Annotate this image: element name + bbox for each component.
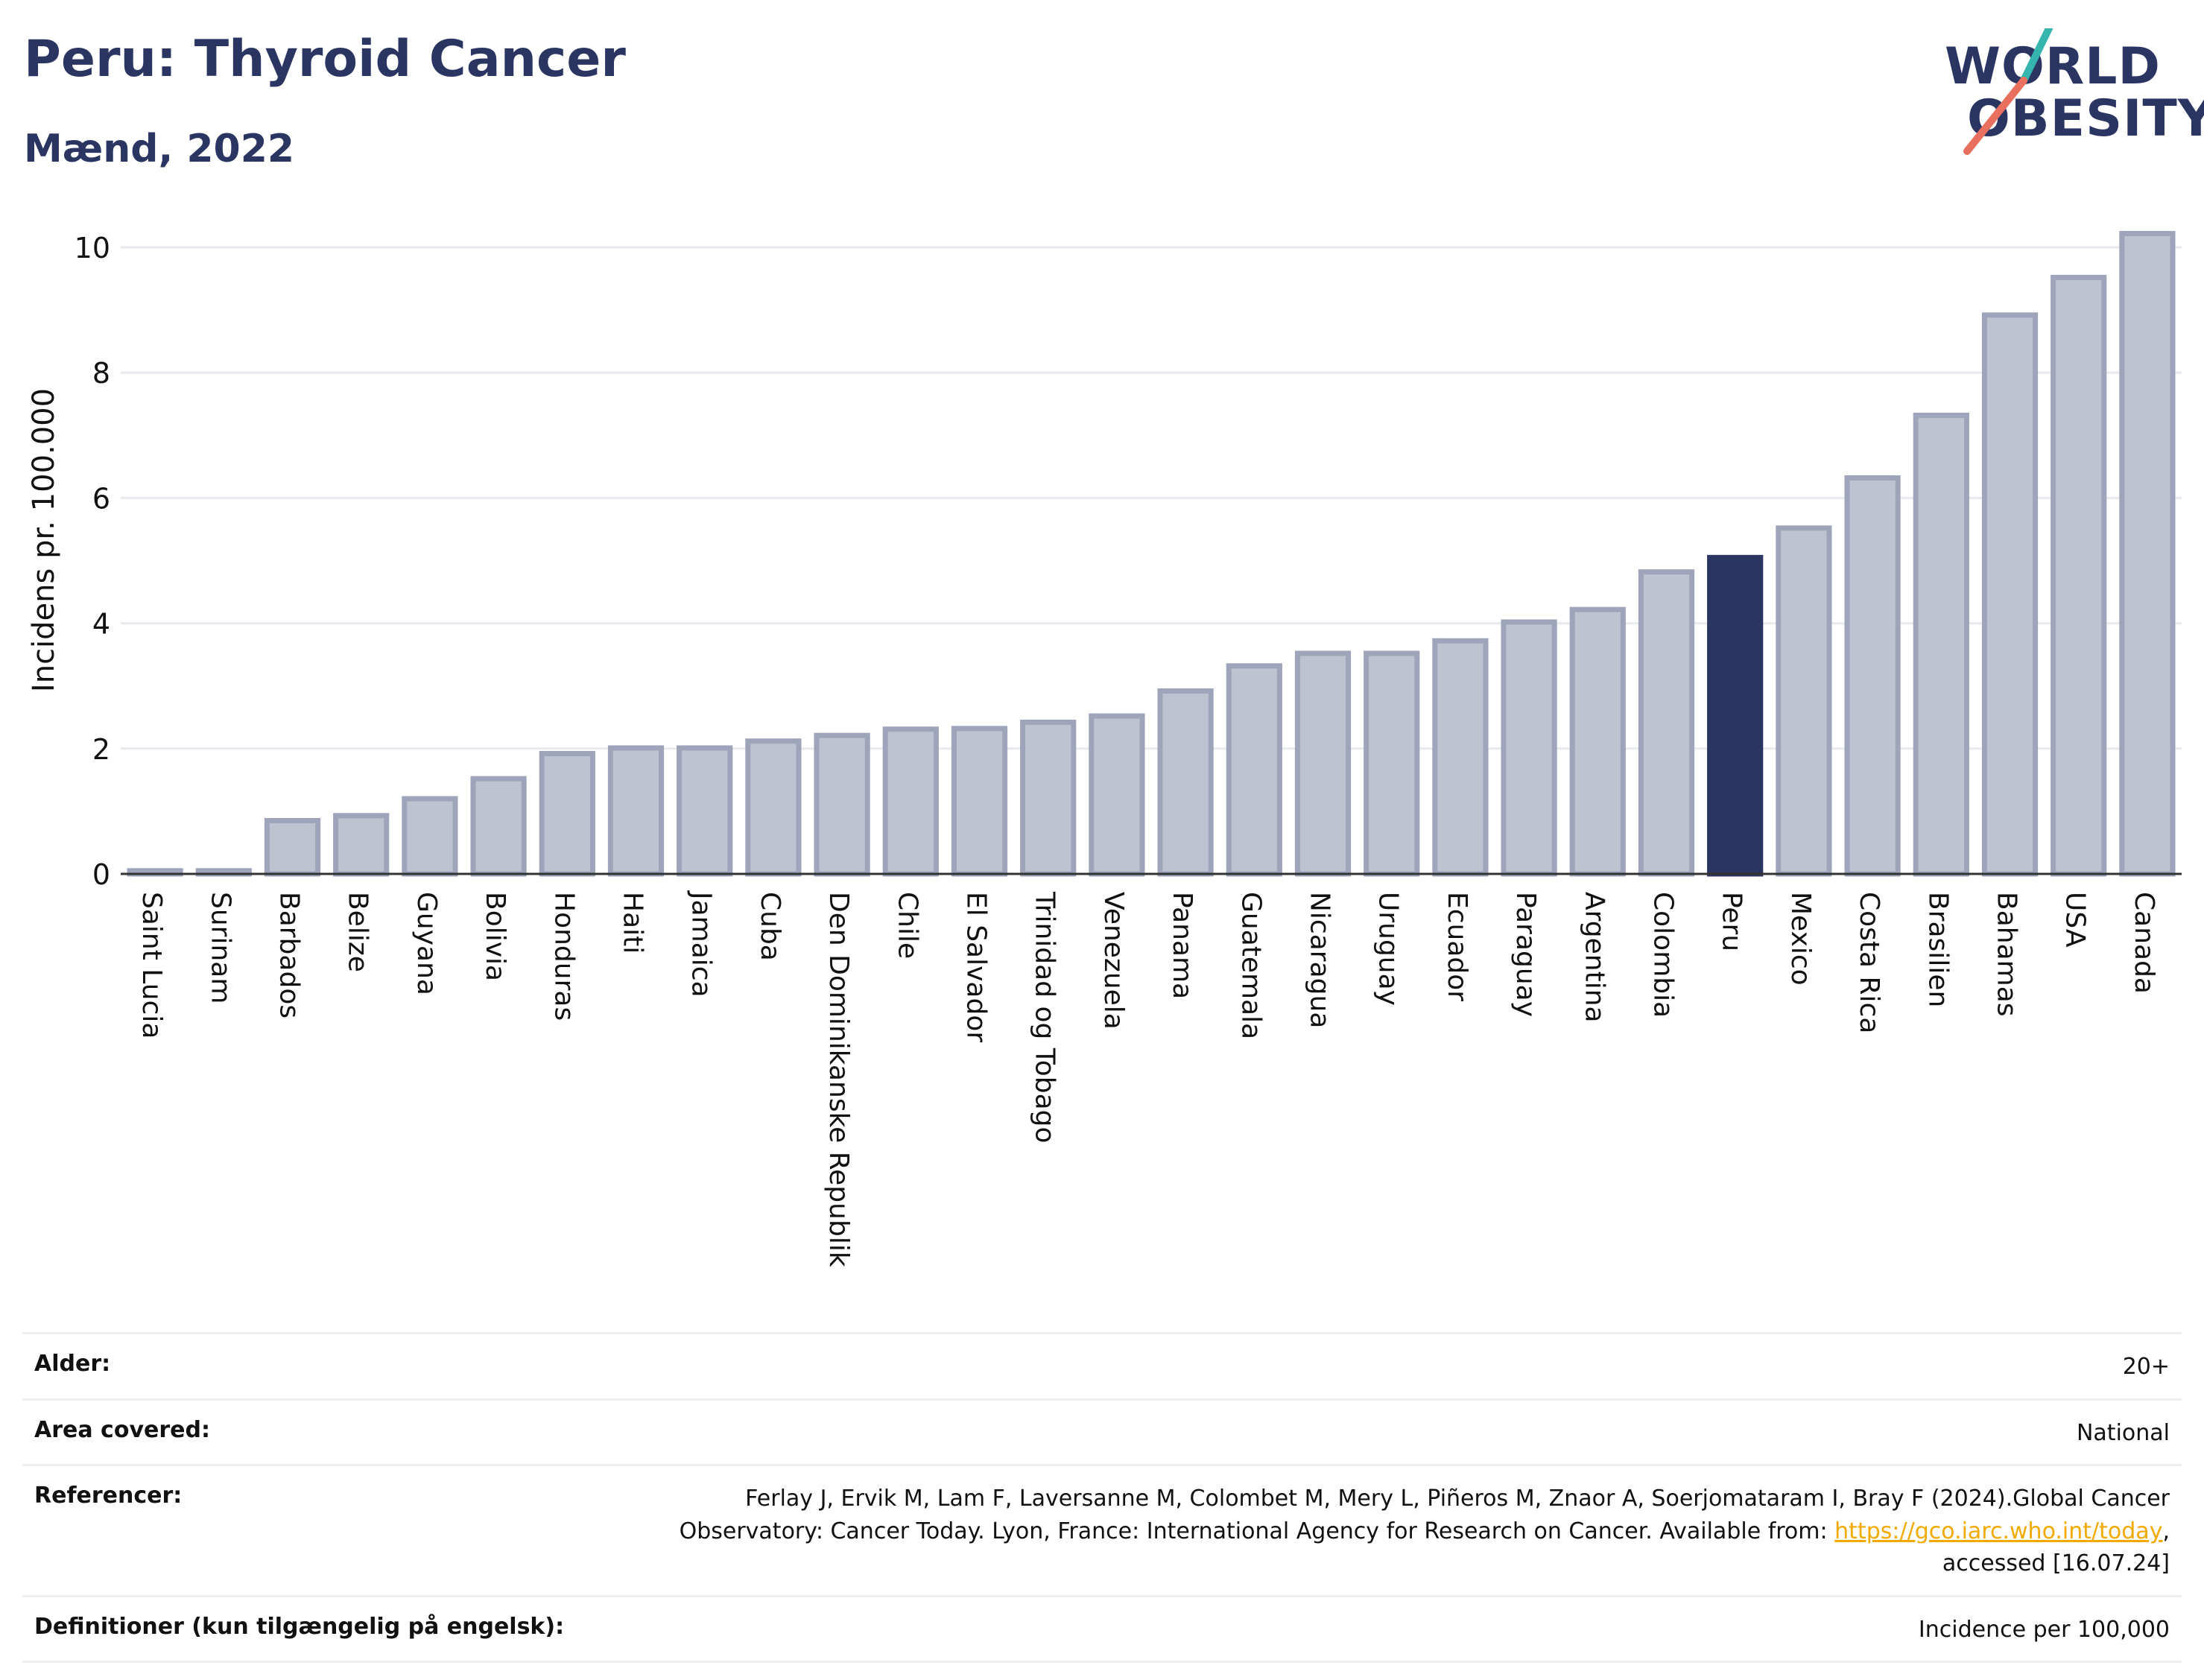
reference-line-2: Observatory: Cancer Today. Lyon, France:…: [679, 1518, 1835, 1544]
x-tick-label: USA: [2060, 892, 2091, 948]
reference-line-2-end: ,: [2162, 1518, 2170, 1544]
bar-trinidad-og-tobago: [1020, 719, 1077, 877]
meta-value-references: Ferlay J, Ervik M, Lam F, Laversanne M, …: [680, 1483, 2170, 1580]
y-tick-label: 0: [92, 858, 110, 891]
y-axis-label: Incidens pr. 100.000: [27, 388, 61, 692]
x-tick-label: Chile: [892, 892, 922, 959]
x-tick-label: Jamaica: [686, 890, 717, 998]
bar-usa: [2051, 274, 2107, 877]
meta-label-definitions: Definitioner (kun tilgængelig på engelsk…: [34, 1613, 565, 1640]
x-tick-label: Peru: [1717, 892, 1747, 951]
bar-venezuela: [1089, 713, 1145, 877]
x-tick-label: Argentina: [1579, 892, 1609, 1023]
reference-line-1: Ferlay J, Ervik M, Lam F, Laversanne M, …: [745, 1486, 2170, 1512]
reference-link[interactable]: https://gco.iarc.who.int/today: [1834, 1518, 2163, 1544]
bar-haiti: [607, 745, 665, 877]
y-tick-label: 8: [92, 357, 110, 390]
x-tick-label: Ecuador: [1442, 892, 1472, 1001]
meta-label-area: Area covered:: [34, 1416, 210, 1443]
bar-chart: Saint Lucia Surinam Barbados Belize Guyana Bo…: [27, 231, 2182, 1267]
bars: [121, 231, 2182, 877]
bar-den-dominikanske-republik: [814, 732, 870, 877]
x-tick-label: Saint Lucia: [136, 892, 167, 1039]
x-tick-label: Surinam: [205, 892, 235, 1004]
x-tick-label: Guatemala: [1235, 892, 1266, 1039]
meta-row-age: Alder: 20+: [22, 1332, 2182, 1398]
logo-slash-icon: [1963, 28, 2053, 155]
bar-costa-rica: [1844, 475, 1901, 877]
x-tick-label: Haiti: [618, 892, 648, 954]
x-tick-label: Belize: [343, 892, 373, 972]
x-tick-label: Bolivia: [480, 892, 510, 981]
bar-bolivia: [470, 776, 527, 877]
bar-paraguay: [1501, 619, 1557, 877]
y-tick-label: 4: [92, 608, 110, 641]
meta-value-definitions: Incidence per 100,000: [1918, 1616, 2170, 1643]
logo-word-1: WORLD: [1945, 37, 2161, 96]
bar-ecuador: [1432, 638, 1489, 877]
bar-colombia: [1638, 569, 1695, 877]
x-tick-label: Nicaragua: [1305, 892, 1335, 1028]
x-tick-label: Bahamas: [1992, 892, 2022, 1017]
x-tick-label: Mexico: [1785, 892, 1816, 986]
x-tick-label: Barbados: [274, 892, 305, 1018]
x-tick-label: Venezuela: [1098, 892, 1129, 1030]
y-tick-label: 6: [92, 482, 110, 515]
meta-row-definitions: Definitioner (kun tilgængelig på engelsk…: [22, 1594, 2182, 1663]
bar-jamaica: [677, 745, 733, 877]
bar-el-salvador: [951, 726, 1008, 877]
x-tick-label: Costa Rica: [1854, 892, 1884, 1033]
bar-canada: [2119, 231, 2176, 877]
x-tick-label: Trinidad og Tobago: [1030, 891, 1060, 1144]
grid-lines: [121, 246, 2182, 750]
meta-row-area: Area covered: National: [22, 1398, 2182, 1465]
x-tick-label: Cuba: [755, 892, 785, 961]
x-tick-label: Guyana: [411, 892, 442, 995]
bar-argentina: [1569, 606, 1626, 877]
bar-nicaragua: [1294, 650, 1352, 877]
x-tick-label: Brasilien: [1922, 892, 1953, 1007]
meta-row-references: Referencer: Ferlay J, Ervik M, Lam F, La…: [22, 1464, 2182, 1595]
x-tick-label: Uruguay: [1373, 892, 1404, 1006]
x-tick-label: Honduras: [548, 892, 579, 1021]
metadata-table: Alder: 20+ Area covered: National Refere…: [22, 1332, 2182, 1663]
meta-label-references: Referencer:: [34, 1483, 183, 1509]
x-tick-labels: Saint Lucia Surinam Barbados Belize Guyana Bo…: [136, 890, 2159, 1267]
reference-line-3: accessed [16.07.24]: [1942, 1550, 2170, 1576]
page-title: Peru: Thyroid Cancer: [24, 30, 626, 89]
y-tick-label: 2: [92, 733, 110, 766]
bar-panama: [1157, 688, 1214, 877]
bar-bahamas: [1981, 312, 2039, 877]
bar-brasilien: [1913, 412, 1969, 877]
meta-label-age: Alder:: [34, 1351, 111, 1377]
bar-barbados: [264, 818, 321, 877]
bar-uruguay: [1364, 650, 1420, 877]
bar-cuba: [745, 738, 802, 877]
bar-guatemala: [1226, 663, 1282, 877]
meta-value-area: National: [2076, 1419, 2170, 1446]
y-tick-label: 10: [75, 232, 110, 264]
meta-value-age: 20+: [2122, 1354, 2170, 1380]
x-tick-label: Panama: [1167, 892, 1197, 999]
x-tick-label: Paraguay: [1510, 892, 1541, 1017]
bar-chile: [882, 726, 939, 877]
x-tick-label: El Salvador: [961, 892, 992, 1042]
bar-honduras: [539, 751, 595, 877]
bar-peru: [1707, 554, 1764, 877]
page-subtitle: Mænd, 2022: [24, 127, 295, 171]
x-tick-label: Den Dominikanske Republik: [823, 892, 854, 1267]
bar-belize: [333, 813, 390, 877]
bar-guyana: [402, 796, 458, 877]
bar-mexico: [1776, 525, 1832, 877]
x-tick-label: Colombia: [1648, 892, 1679, 1018]
y-tick-labels: 0 2 4 6 8 10: [75, 232, 110, 891]
x-tick-label: Canada: [2129, 892, 2159, 994]
world-obesity-logo: WORLD OBESITY: [1945, 28, 2204, 162]
